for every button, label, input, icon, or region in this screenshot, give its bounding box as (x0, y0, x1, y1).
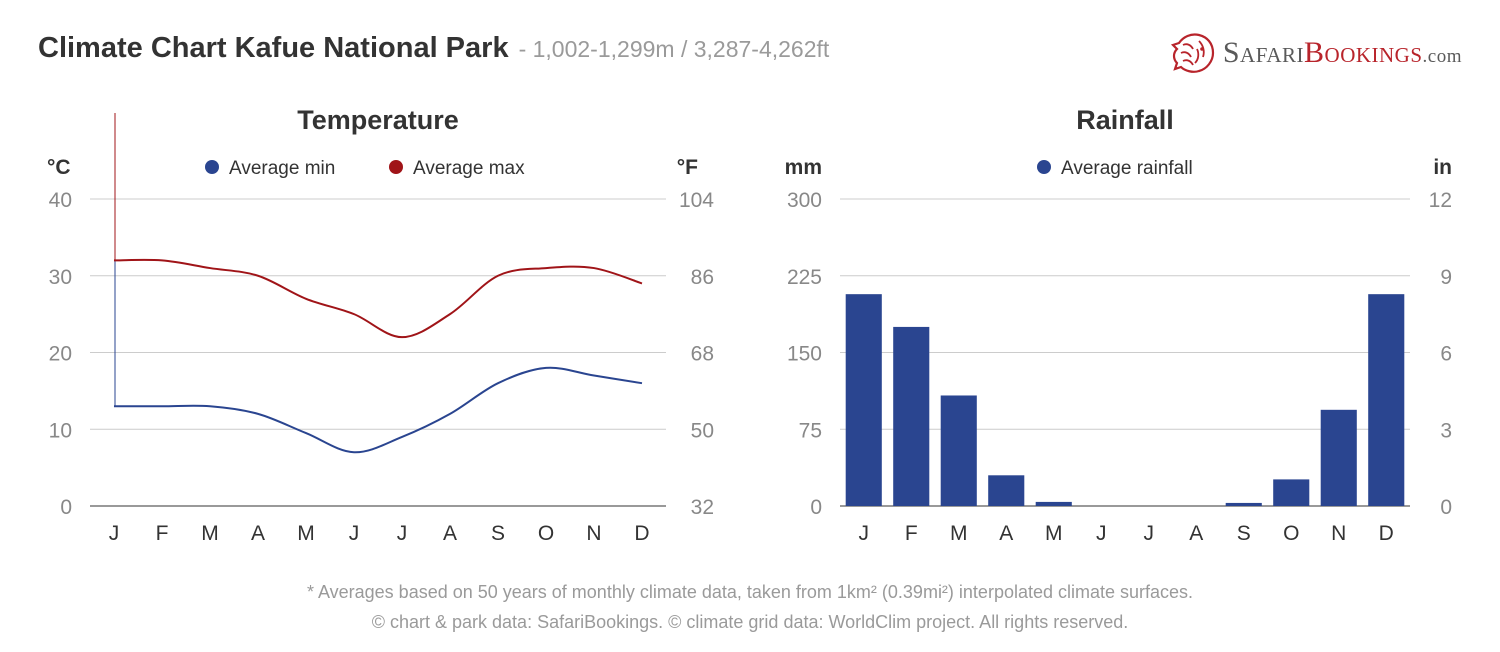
x-tick-label: M (201, 522, 219, 545)
x-tick-label: A (1189, 522, 1203, 545)
y-tick-right: 3 (1440, 419, 1452, 442)
y-tick-left: 0 (810, 496, 822, 519)
y-tick-right: 86 (691, 266, 714, 289)
y-tick-right: 9 (1440, 266, 1452, 289)
rainfall-bar (1273, 479, 1310, 506)
logo-text-bookings: Bookings (1304, 36, 1423, 69)
rainfall-chart: Rainfall mm in 0 0 75 3 150 6 225 9 300 12 J F M A M J J A S O… (785, 105, 1452, 545)
legend-label: Average min (229, 158, 335, 179)
x-tick-label: O (538, 522, 554, 545)
x-tick-label: O (1283, 522, 1299, 545)
y-tick-left: 150 (787, 343, 822, 366)
x-tick-label: S (1237, 522, 1251, 545)
y-tick-right: 68 (691, 343, 714, 366)
y-tick-left: 30 (49, 266, 72, 289)
logo-wordmark: SafariBookings.com (1223, 36, 1462, 70)
x-tick-label: J (1096, 522, 1107, 545)
x-tick-label: J (1144, 522, 1155, 545)
x-tick-label: F (156, 522, 169, 545)
series-line-average-min (114, 366, 643, 454)
y-tick-left: 20 (49, 343, 72, 366)
rainfall-bar (1320, 409, 1357, 506)
x-tick-label: N (586, 522, 601, 545)
x-tick-label: J (397, 522, 408, 545)
temperature-chart: Temperature °C °F 0 32 10 50 20 68 30 86 40 104 J F M A M… (47, 105, 714, 545)
footer-credits: © chart & park data: SafariBookings. © c… (371, 612, 1129, 632)
legend-label: Average max (413, 158, 525, 179)
y-tick-left: 0 (60, 496, 72, 519)
y-tick-right: 0 (1440, 496, 1452, 519)
y-tick-right: 104 (679, 189, 714, 212)
y-tick-right: 12 (1429, 189, 1452, 212)
x-tick-label: D (634, 522, 649, 545)
x-tick-label: J (349, 522, 360, 545)
rainfall-bar (845, 294, 882, 506)
x-tick-label: N (1331, 522, 1346, 545)
x-tick-label: J (109, 522, 120, 545)
x-tick-label: D (1379, 522, 1394, 545)
y-tick-left: 10 (49, 419, 72, 442)
legend-marker (389, 160, 403, 174)
rainfall-bar (940, 395, 977, 506)
y-tick-left: 75 (799, 419, 822, 442)
y-axis-right-unit: °F (677, 156, 698, 179)
page-title: Climate Chart Kafue National Park (38, 32, 509, 64)
x-tick-label: A (443, 522, 457, 545)
rainfall-bar (1225, 502, 1262, 506)
brand-logo[interactable]: SafariBookings.com (1169, 30, 1462, 76)
y-tick-right: 6 (1440, 343, 1452, 366)
y-tick-left: 40 (49, 189, 72, 212)
logo-text-com: .com (1422, 46, 1462, 67)
chart-title: Temperature (297, 105, 459, 135)
series-line-average-max (113, 258, 643, 339)
x-tick-label: S (491, 522, 505, 545)
y-axis-right-unit: in (1433, 156, 1452, 179)
logo-text-safari: Safari (1222, 36, 1305, 69)
rainfall-bar (893, 326, 930, 506)
y-tick-left: 300 (787, 189, 822, 212)
x-tick-label: F (905, 522, 918, 545)
chart-title: Rainfall (1076, 105, 1174, 135)
x-tick-label: M (950, 522, 968, 545)
legend-label: Average rainfall (1061, 158, 1193, 179)
rainfall-bar (1368, 294, 1405, 506)
y-axis-left-unit: mm (785, 156, 822, 179)
page-subtitle: - 1,002-1,299m / 3,287-4,262ft (518, 36, 830, 62)
legend-marker (205, 160, 219, 174)
x-tick-label: A (251, 522, 265, 545)
footer-note: * Averages based on 50 years of monthly … (306, 582, 1194, 602)
y-tick-right: 32 (691, 496, 714, 519)
chart-header: Climate Chart Kafue National Park - 1,002… (38, 32, 829, 76)
y-tick-right: 50 (691, 419, 714, 442)
x-tick-label: A (999, 522, 1013, 545)
x-tick-label: M (297, 522, 315, 545)
rainfall-bar (988, 475, 1025, 506)
y-axis-left-unit: °C (47, 156, 71, 179)
legend-marker (1037, 160, 1051, 174)
lion-head-icon (1170, 33, 1214, 73)
x-tick-label: J (859, 522, 870, 545)
x-tick-label: M (1045, 522, 1063, 545)
y-tick-left: 225 (787, 266, 822, 289)
rainfall-bar (1035, 501, 1072, 506)
